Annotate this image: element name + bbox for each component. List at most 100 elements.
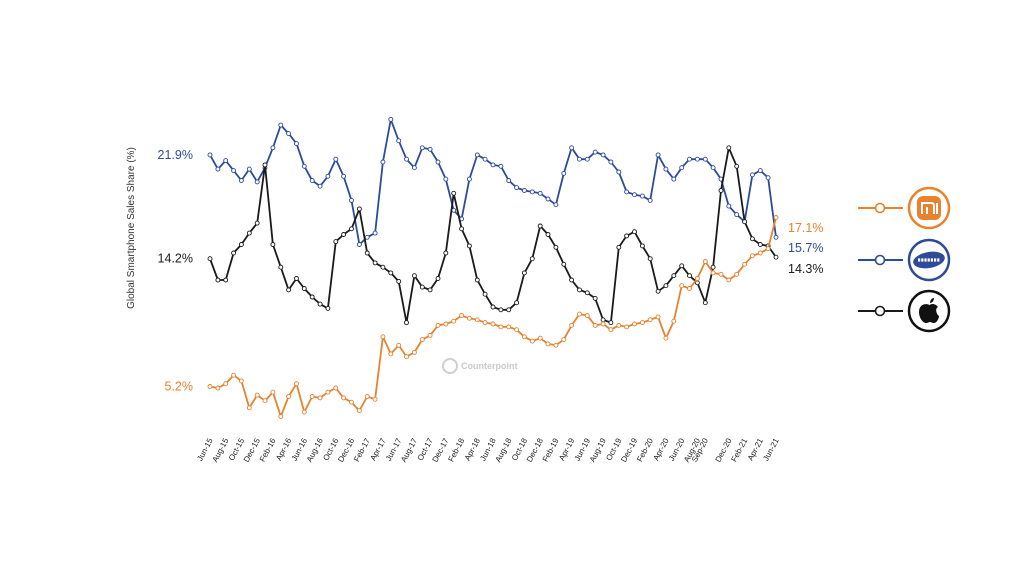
xiaomi-point <box>710 270 716 276</box>
apple-point <box>325 305 331 311</box>
xiaomi-point <box>608 327 614 333</box>
samsung-point <box>694 156 700 162</box>
xiaomi-point <box>286 394 292 399</box>
apple-point <box>647 256 653 262</box>
xiaomi-point <box>411 349 417 355</box>
xiaomi-point <box>773 215 779 220</box>
samsung-point <box>474 152 480 158</box>
samsung-start-label: 21.9% <box>158 148 193 162</box>
apple-point <box>537 223 543 229</box>
legend-item-samsung <box>858 238 951 282</box>
apple-point <box>671 273 677 279</box>
xiaomi-point <box>325 389 331 395</box>
xiaomi-point <box>317 395 323 401</box>
xiaomi-point <box>592 322 598 328</box>
apple-series <box>207 145 779 326</box>
watermark-text: Counterpoint <box>461 361 518 371</box>
xiaomi-point <box>514 327 520 333</box>
xiaomi-point <box>749 253 755 259</box>
samsung-point <box>537 190 543 196</box>
samsung-point <box>325 173 331 179</box>
xiaomi-point <box>584 313 590 318</box>
apple-point <box>301 286 307 291</box>
xiaomi-point <box>639 320 645 326</box>
apple-point <box>608 320 614 326</box>
samsung-point <box>207 152 213 158</box>
xiaomi-point <box>655 314 661 320</box>
xiaomi-point <box>537 335 543 341</box>
apple-point <box>561 261 567 267</box>
samsung-point <box>577 156 582 162</box>
samsung-point <box>584 156 590 162</box>
xiaomi-point <box>726 277 732 283</box>
samsung-series <box>207 116 779 247</box>
samsung-point <box>294 141 299 147</box>
xiaomi-point <box>466 315 472 321</box>
apple-point <box>435 276 441 281</box>
samsung-point <box>545 196 551 202</box>
apple-line <box>209 146 777 324</box>
legend-marker <box>874 202 886 214</box>
samsung-point <box>419 145 425 151</box>
xiaomi-line <box>209 217 777 418</box>
apple-point <box>632 229 637 235</box>
xiaomi-logo-icon <box>907 186 951 230</box>
xiaomi-point <box>349 399 354 405</box>
xiaomi-point <box>632 321 637 327</box>
apple-point <box>624 233 630 239</box>
apple-point <box>459 226 465 232</box>
xiaomi-point <box>742 261 748 267</box>
apple-point <box>639 243 645 249</box>
samsung-point <box>624 189 630 195</box>
apple-point <box>443 250 449 256</box>
apple-point <box>223 277 229 283</box>
apple-point <box>341 232 347 237</box>
samsung-point <box>231 168 237 174</box>
samsung-point <box>655 152 661 158</box>
apple-point <box>710 264 716 270</box>
apple-point <box>246 230 252 236</box>
xiaomi-start-label: 5.2% <box>165 380 194 394</box>
xiaomi-series <box>207 215 779 419</box>
xiaomi-point <box>490 321 496 327</box>
apple-point <box>356 206 362 212</box>
xiaomi-point <box>647 317 653 323</box>
xiaomi-point <box>529 338 535 344</box>
apple-point <box>726 145 732 151</box>
samsung-point <box>663 166 669 172</box>
xiaomi-point <box>687 286 692 291</box>
samsung-point <box>710 165 716 171</box>
apple-point <box>207 256 213 262</box>
xiaomi-point <box>474 317 480 323</box>
apple-point <box>396 278 402 284</box>
samsung-point <box>301 163 307 169</box>
xiaomi-point <box>671 318 677 324</box>
apple-end-label: 14.3% <box>788 262 823 276</box>
apple-point <box>270 242 276 247</box>
samsung-point <box>639 193 645 199</box>
apple-point <box>466 243 472 249</box>
apple-point <box>451 190 457 196</box>
apple-point <box>380 264 386 270</box>
samsung-point <box>482 156 488 162</box>
legend-item-xiaomi <box>858 186 951 230</box>
samsung-point <box>254 179 260 185</box>
xiaomi-point <box>380 334 386 340</box>
samsung-point <box>364 234 370 240</box>
apple-point <box>687 273 692 279</box>
apple-point <box>498 307 504 313</box>
apple-point <box>773 254 779 260</box>
samsung-point <box>514 185 520 191</box>
samsung-logo-icon <box>907 238 951 282</box>
samsung-point <box>773 234 779 240</box>
xiaomi-point <box>372 396 378 402</box>
legend-marker <box>874 254 886 266</box>
samsung-point <box>608 159 614 165</box>
apple-point <box>569 277 575 283</box>
samsung-point <box>553 202 559 208</box>
samsung-point <box>286 131 292 137</box>
samsung-point <box>380 159 386 165</box>
xiaomi-point <box>246 405 252 411</box>
apple-point <box>388 270 394 276</box>
